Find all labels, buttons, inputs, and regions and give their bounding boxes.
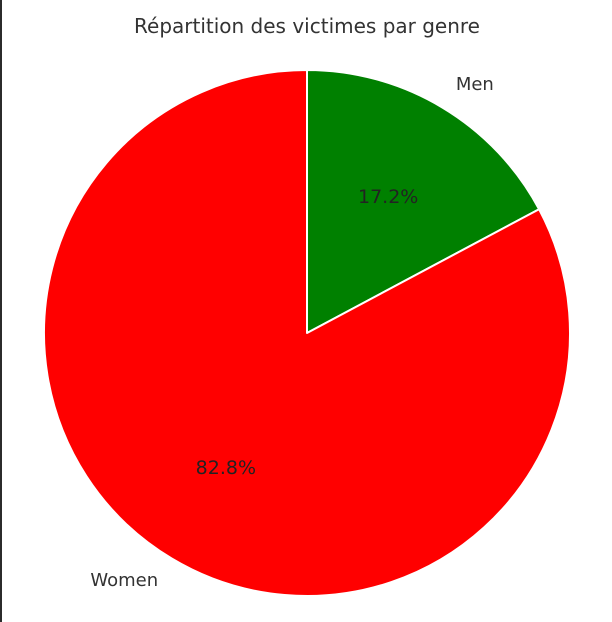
slice-percent-women: 82.8%	[196, 457, 256, 479]
slice-label-women: Women	[90, 570, 158, 591]
pie-labels: Men 17.2% Women 82.8%	[90, 74, 493, 591]
window-edge	[0, 0, 2, 622]
chart-title: Répartition des victimes par genre	[134, 14, 480, 38]
pie-slice-men	[306, 69, 541, 334]
slice-percent-men: 17.2%	[358, 186, 418, 208]
slice-label-men: Men	[456, 74, 494, 95]
pie-slice-women	[43, 69, 571, 597]
pie-slices	[43, 69, 571, 597]
